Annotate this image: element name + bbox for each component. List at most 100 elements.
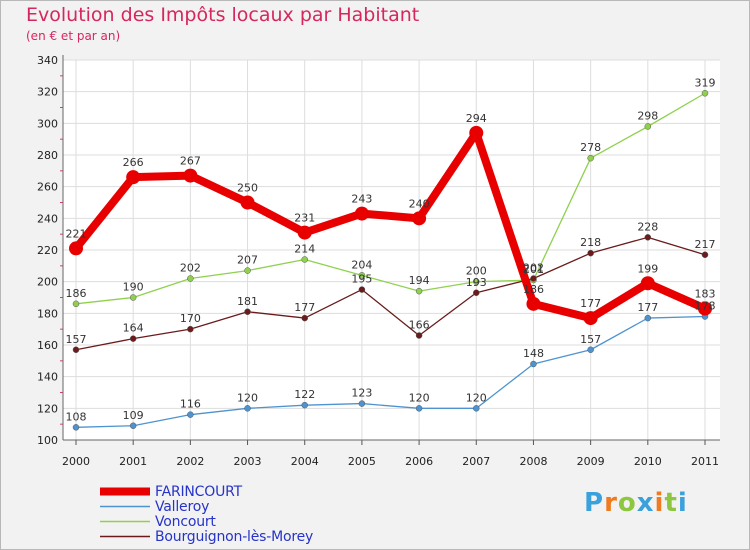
legend-item-valleroy: Valleroy <box>100 499 313 515</box>
data-label: 194 <box>409 274 430 287</box>
data-label: 164 <box>123 322 144 335</box>
data-point <box>587 249 594 257</box>
data-point <box>358 400 366 407</box>
data-point <box>129 335 137 342</box>
data-point <box>473 289 480 296</box>
data-point <box>244 308 251 315</box>
data-point <box>187 411 194 418</box>
y-tick-label: 280 <box>37 149 58 162</box>
x-tick-label: 2004 <box>291 455 319 468</box>
data-label: 199 <box>637 262 658 275</box>
data-label: 166 <box>409 319 430 332</box>
data-point <box>244 405 251 412</box>
data-label: 109 <box>123 409 144 422</box>
data-point <box>129 422 137 429</box>
data-label: 207 <box>237 254 258 267</box>
data-label: 243 <box>351 193 372 206</box>
x-tick-label: 2008 <box>519 455 547 468</box>
data-point <box>701 251 709 258</box>
series-line-2 <box>75 92 706 305</box>
data-label: 120 <box>237 391 258 404</box>
data-label: 178 <box>695 300 716 313</box>
data-label: 228 <box>637 220 658 233</box>
legend-item-farincourt: FARINCOURT <box>100 483 313 500</box>
data-point <box>473 278 480 285</box>
x-tick-label: 2000 <box>62 455 90 468</box>
legend-swatch-bourguignon <box>100 535 150 538</box>
data-label: 266 <box>123 156 144 169</box>
data-label: 116 <box>180 398 201 411</box>
legend-item-bourguignon: Bourguignon-lès-Morey <box>100 529 313 545</box>
logo-letter: t <box>664 488 678 518</box>
y-tick-label: 180 <box>37 307 58 320</box>
data-point <box>69 241 83 256</box>
x-tick-label: 2010 <box>634 455 662 468</box>
data-point <box>698 301 712 316</box>
data-point <box>358 286 366 293</box>
data-point <box>126 170 141 185</box>
logo-letter: o <box>617 488 637 518</box>
logo-letter: i <box>677 488 688 518</box>
y-tick-label: 220 <box>37 244 58 257</box>
data-point <box>415 405 423 412</box>
data-label: 177 <box>294 301 315 314</box>
data-label: 183 <box>695 288 716 301</box>
data-label: 278 <box>580 141 601 154</box>
data-label: 123 <box>351 387 372 400</box>
data-point <box>587 346 594 353</box>
data-label: 294 <box>466 112 487 125</box>
data-point <box>183 168 198 183</box>
data-point <box>244 267 251 274</box>
data-point <box>72 300 80 308</box>
data-point <box>301 401 308 409</box>
data-point <box>187 325 194 333</box>
x-tick-label: 2002 <box>176 455 204 468</box>
data-label: 157 <box>580 333 601 346</box>
data-label: 177 <box>637 301 658 314</box>
data-point <box>240 195 255 210</box>
logo-letter: r <box>604 488 618 518</box>
x-tick-label: 2006 <box>405 455 433 468</box>
data-point <box>469 125 484 140</box>
legend-swatch-farincourt <box>100 487 150 496</box>
y-tick-label: 340 <box>37 54 58 67</box>
data-point <box>412 211 427 226</box>
logo-letter: P <box>584 488 605 518</box>
data-point <box>301 256 308 263</box>
series-line-0 <box>72 128 709 323</box>
data-label: 250 <box>237 182 258 195</box>
data-point <box>644 314 652 322</box>
proxiti-logo: Proxiti <box>584 488 688 518</box>
y-tick-label: 120 <box>37 402 58 415</box>
data-point <box>301 314 308 322</box>
data-label: 319 <box>695 76 716 89</box>
y-tick-label: 140 <box>37 371 58 384</box>
x-tick-label: 2001 <box>119 455 147 468</box>
data-label: 177 <box>580 297 601 310</box>
data-label: 190 <box>123 281 144 294</box>
data-point <box>187 275 194 282</box>
data-point <box>72 424 80 431</box>
data-label: 200 <box>466 265 487 278</box>
data-label: 298 <box>637 110 658 123</box>
data-label: 120 <box>466 391 487 404</box>
x-tick-label: 2009 <box>577 455 605 468</box>
data-label: 218 <box>580 236 601 249</box>
legend-label-farincourt: FARINCOURT <box>155 483 242 500</box>
data-label: 240 <box>409 197 430 210</box>
data-label: 186 <box>523 283 544 296</box>
data-point <box>583 311 598 326</box>
data-point <box>415 332 423 339</box>
data-point <box>701 90 709 97</box>
data-label: 202 <box>180 262 201 275</box>
y-tick-label: 200 <box>37 276 58 289</box>
data-label: 181 <box>237 295 258 308</box>
y-tick-label: 160 <box>37 339 58 352</box>
data-point <box>354 206 369 221</box>
data-point <box>526 296 541 311</box>
data-label: 195 <box>351 273 372 286</box>
data-label: 193 <box>466 276 487 289</box>
data-point <box>129 294 137 301</box>
data-point <box>297 225 312 240</box>
data-point <box>72 346 80 353</box>
